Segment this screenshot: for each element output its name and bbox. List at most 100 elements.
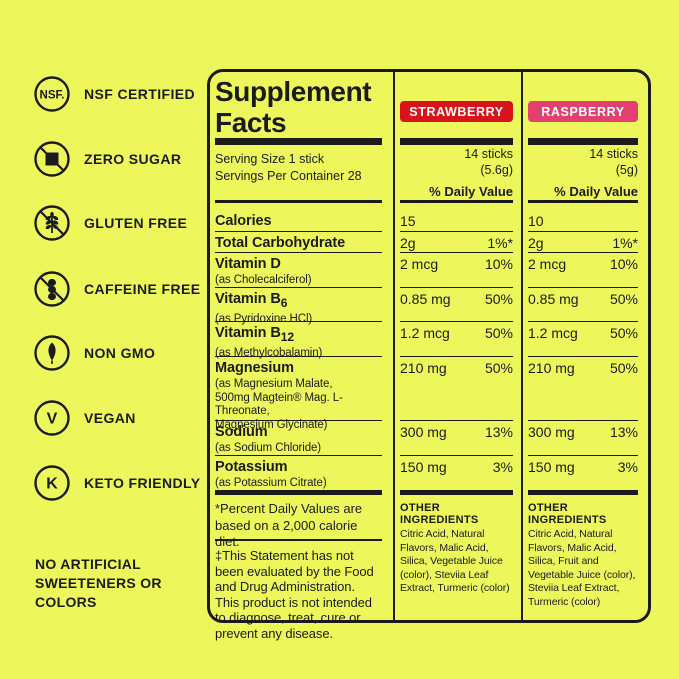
daily-value: 50% [609, 325, 638, 341]
badge-label: NSF CERTIFIED [84, 86, 195, 102]
value-row: 300 mg 13% [400, 421, 513, 456]
facts-label-column: Supplement Facts Serving Size 1 stick Se… [215, 72, 382, 641]
nutrient-values: 15 2g 1%* 2 mcg 10% 0.85 mg 50% 1.2 mcg 50% 210 m… [400, 210, 513, 490]
title-rule [215, 138, 382, 145]
footnote-divider [215, 539, 382, 541]
value-row: 2g 1%* [400, 232, 513, 253]
nutrient-name: Vitamin B6 [215, 291, 288, 310]
nutrient-source: (as Methylcobalamin) [215, 346, 323, 359]
sidebar-badge-vegan: V VEGAN [33, 399, 136, 437]
amount: 210 mg [528, 360, 575, 376]
sticks-per-container: 14 sticks (5.6g) [464, 147, 513, 177]
servings-per-container: Servings Per Container 28 [215, 169, 362, 183]
nutrient-name: Vitamin D [215, 256, 281, 272]
value-row: 10 [528, 210, 638, 232]
amount: 0.85 mg [400, 291, 451, 307]
svg-text:V: V [47, 411, 58, 428]
value-row: 2g 1%* [528, 232, 638, 253]
daily-value: 50% [609, 360, 638, 376]
badge-label: GLUTEN FREE [84, 215, 188, 231]
value-row: 210 mg 50% [528, 357, 638, 421]
caffeine-free-icon [33, 270, 71, 308]
value-row: 150 mg 3% [400, 456, 513, 490]
nutrient-name-subscript: 12 [280, 329, 294, 344]
nutrient-name: Total Carbohydrate [215, 235, 346, 251]
nutrient-row: Vitamin B12 (as Methylcobalamin) [215, 322, 382, 359]
no-artificial-note: NO ARTIFICIAL SWEETENERS OR COLORS [35, 556, 162, 610]
badge-label: VEGAN [84, 410, 136, 426]
sidebar-badge-caffeine-free: CAFFEINE FREE [33, 270, 200, 308]
other-ingredients-list: Citric Acid, Natural Flavors, Malic Acid… [400, 528, 510, 594]
nutrient-row: Calories [215, 210, 382, 232]
amount: 300 mg [528, 424, 575, 440]
value-row: 300 mg 13% [528, 421, 638, 456]
value-row: 150 mg 3% [528, 456, 638, 490]
strawberry-column: STRAWBERRY 14 sticks (5.6g) % Daily Value 1… [400, 72, 513, 620]
nutrient-name: Magnesium [215, 360, 294, 376]
nutrient-source: (as Sodium Chloride) [215, 442, 322, 454]
value-row: 210 mg 50% [400, 357, 513, 421]
amount: 210 mg [400, 360, 447, 376]
nutrient-row: Sodium (as Sodium Chloride) [215, 421, 382, 456]
value-row: 2 mcg 10% [528, 253, 638, 288]
badge-label: ZERO SUGAR [84, 151, 182, 167]
nutrient-row: Potassium (as Potassium Citrate) [215, 456, 382, 490]
supplement-facts-panel: Supplement Facts Serving Size 1 stick Se… [207, 69, 651, 641]
daily-value: 10% [484, 256, 513, 272]
amount: 1.2 mcg [400, 325, 450, 341]
amount: 300 mg [400, 424, 447, 440]
sidebar-badge-gluten-free: GLUTEN FREE [33, 204, 187, 242]
raspberry-column: RASPBERRY 14 sticks (5g) % Daily Value 10 2g… [528, 72, 638, 620]
daily-value-rule [528, 200, 638, 203]
serving-size: Serving Size 1 stick [215, 152, 325, 166]
daily-value: 50% [609, 291, 638, 307]
amount: 2 mcg [528, 256, 567, 272]
sticks-per-container: 14 sticks (5g) [589, 147, 638, 177]
non-gmo-icon [33, 334, 71, 372]
daily-value: 13% [484, 424, 513, 440]
nutrient-source: (as Potassium Citrate) [215, 477, 327, 489]
daily-value: 10% [609, 256, 638, 272]
nutrient-row: Magnesium (as Magnesium Malate, 500mg Mag… [215, 357, 382, 431]
badge-rule [400, 138, 513, 145]
fda-disclaimer: ‡This Statement has not been evaluated b… [215, 548, 374, 641]
daily-value: 50% [484, 360, 513, 376]
amount: 1.2 mcg [528, 325, 578, 341]
value-row: 1.2 mcg 50% [400, 322, 513, 357]
keto-friendly-icon: K [33, 464, 71, 502]
flavor-badge: STRAWBERRY [400, 101, 513, 122]
serving-info: Serving Size 1 stick Servings Per Contai… [215, 151, 382, 185]
nutrient-labels: Calories Total Carbohydrate Vitamin D (as C… [215, 210, 382, 490]
daily-value: 13% [609, 424, 638, 440]
nutrient-source: (as Pyridoxine HCl) [215, 312, 313, 325]
daily-value: 50% [484, 291, 513, 307]
ingredients-rule [400, 490, 513, 495]
nutrient-values: 10 2g 1%* 2 mcg 10% 0.85 mg 50% 1.2 mcg 50% 210 m… [528, 210, 638, 490]
other-ingredients-list: Citric Acid, Natural Flavors, Malic Acid… [528, 528, 636, 608]
svg-text:K: K [46, 476, 58, 493]
amount: 0.85 mg [528, 291, 579, 307]
value-row: 0.85 mg 50% [528, 288, 638, 322]
footer-rule [215, 490, 382, 495]
amount: 2g [400, 235, 416, 251]
value-row: 15 [400, 210, 513, 232]
badge-rule [528, 138, 638, 145]
amount: 150 mg [400, 459, 447, 475]
daily-value: 3% [492, 459, 513, 475]
daily-value-header: % Daily Value [429, 184, 513, 199]
vegan-icon: V [33, 399, 71, 437]
header-rule [215, 200, 382, 203]
daily-value-footnote: *Percent Daily Values are based on a 2,0… [215, 501, 363, 549]
badge-label: CAFFEINE FREE [84, 281, 201, 297]
daily-value: 1%* [612, 235, 638, 251]
nutrient-row: Total Carbohydrate [215, 232, 382, 253]
column-divider [521, 72, 523, 620]
value-row: 0.85 mg 50% [400, 288, 513, 322]
sidebar-badge-nsf-certified: NSF. NSF CERTIFIED [33, 75, 195, 113]
nutrient-row: Vitamin D (as Cholecalciferol) [215, 253, 382, 288]
nutrient-name: Sodium [215, 424, 268, 440]
column-divider [393, 72, 395, 620]
svg-text:NSF.: NSF. [40, 90, 65, 102]
nutrient-name: Potassium [215, 459, 288, 475]
